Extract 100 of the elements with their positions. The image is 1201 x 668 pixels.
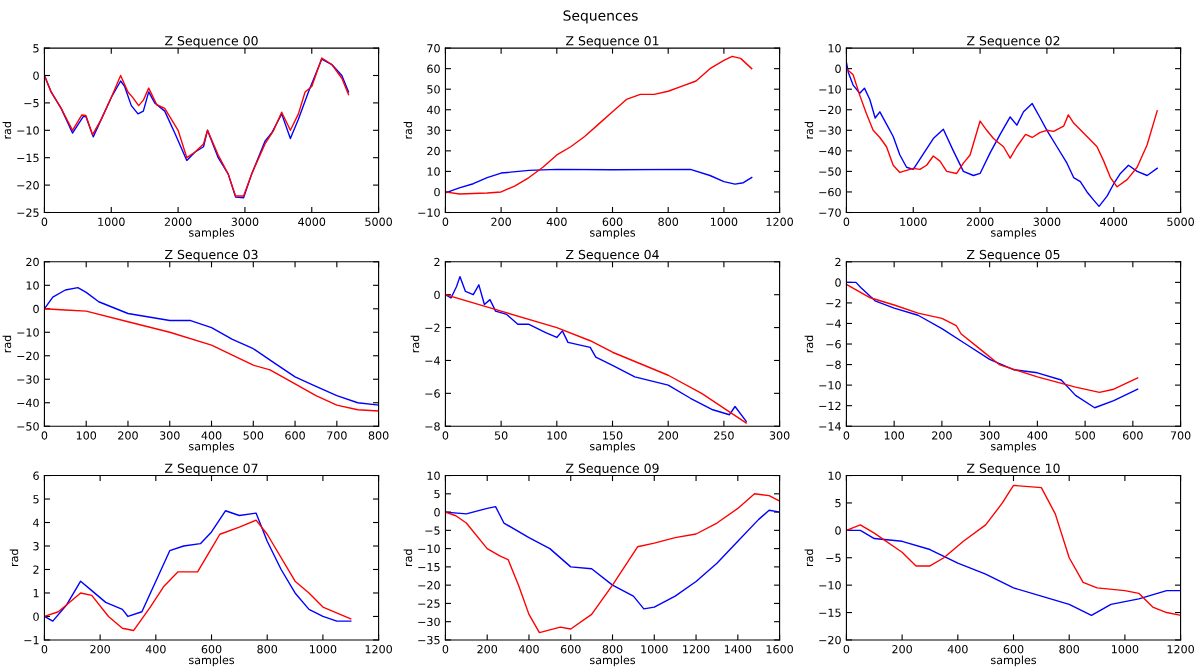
x-tick-label: 500 [243, 431, 264, 440]
y-tick-label: 70 [427, 44, 440, 53]
y-tick-label: 5 [434, 489, 440, 499]
x-tick-label: 0 [843, 645, 850, 654]
x-tick-label: 800 [257, 645, 278, 654]
y-tick-label: −4 [826, 319, 841, 328]
y-tick-label: −30 [418, 617, 440, 627]
y-tick-label: 0 [33, 304, 39, 314]
y-tick-label: 20 [26, 257, 39, 267]
x-tick-label: 5000 [1167, 217, 1194, 226]
y-tick-label: −30 [17, 375, 39, 384]
y-tick-label: 0 [434, 508, 440, 517]
x-tick-label: 0 [843, 431, 850, 440]
y-tick-label: 0 [434, 290, 440, 300]
chart-title: Z Sequence 09 [566, 463, 659, 476]
x-tick-label: 600 [285, 431, 305, 440]
y-tick-label: −5 [425, 526, 440, 535]
y-tick-label: 10 [26, 281, 39, 290]
text: Sequences [563, 10, 638, 24]
x-tick-label: 1400 [724, 645, 752, 654]
y-tick-label: 10 [427, 167, 440, 176]
y-tick-label: 4 [33, 518, 39, 527]
y-tick-label: 2 [33, 565, 39, 574]
x-axis-title: samples [189, 441, 235, 453]
y-tick-label: −8 [826, 360, 841, 369]
x-tick-label: 100 [884, 431, 905, 440]
chart-title: Z Sequence 10 [967, 463, 1060, 476]
y-tick-label: −40 [819, 146, 841, 156]
y-tick-label: −20 [819, 635, 841, 645]
y-axis-title: rad [403, 549, 413, 566]
y-tick-label: 60 [427, 64, 440, 74]
x-tick-label: 400 [546, 217, 567, 226]
line-series [445, 493, 780, 634]
x-tick-label: 400 [518, 645, 539, 654]
line-series [445, 168, 753, 194]
y-axis-title: rad [403, 122, 413, 139]
x-tick-label: 200 [491, 217, 511, 226]
x-tick-label: 400 [1027, 431, 1048, 440]
y-tick-label: −50 [17, 422, 39, 431]
line-series [846, 484, 1181, 616]
y-tick-label: 3 [33, 541, 39, 551]
x-tick-label: 1200 [365, 645, 392, 654]
y-tick-label: −6 [826, 339, 841, 349]
y-axis-title: rad [804, 122, 814, 139]
x-tick-label: 0 [41, 645, 48, 654]
y-tick-label: 0 [33, 71, 39, 80]
x-tick-label: 800 [658, 217, 679, 226]
chart-title: Z Sequence 01 [566, 36, 659, 48]
y-axis-title: rad [804, 549, 814, 566]
x-tick-label: 1000 [1111, 645, 1139, 654]
x-tick-label: 400 [201, 431, 222, 440]
chart-title: Z Sequence 05 [967, 249, 1060, 262]
y-tick-label: −10 [819, 85, 841, 94]
x-tick-label: 700 [327, 431, 347, 440]
y-tick-label: −1 [24, 636, 39, 645]
x-tick-label: 1000 [641, 645, 668, 654]
y-tick-label: −60 [819, 187, 841, 197]
x-tick-label: 0 [41, 431, 48, 440]
x-tick-label: 600 [1123, 431, 1143, 440]
y-tick-label: −30 [819, 126, 841, 135]
y-tick-label: −70 [819, 208, 841, 217]
line-series [44, 510, 352, 622]
x-tick-label: 1200 [683, 645, 710, 654]
x-tick-label: 200 [477, 645, 498, 654]
x-tick-label: 2000 [966, 217, 994, 226]
y-tick-label: −8 [425, 422, 440, 431]
y-tick-label: 0 [835, 278, 841, 287]
y-tick-label: 0 [33, 612, 39, 621]
x-tick-label: 200 [118, 431, 138, 440]
line-series [846, 529, 1181, 616]
chart-title: Z Sequence 04 [566, 249, 659, 262]
y-tick-label: −50 [819, 167, 841, 176]
x-tick-label: 1000 [98, 217, 125, 226]
x-tick-label: 0 [442, 217, 449, 226]
y-tick-label: 20 [427, 146, 440, 156]
y-tick-label: −4 [425, 356, 440, 365]
x-tick-label: 0 [843, 217, 850, 226]
y-tick-label: −15 [819, 608, 841, 617]
x-tick-label: 300 [979, 431, 1000, 440]
y-tick-label: 0 [835, 526, 841, 535]
x-tick-label: 3000 [1033, 217, 1061, 226]
y-tick-label: −10 [17, 126, 39, 135]
x-tick-label: 600 [201, 645, 222, 654]
x-tick-label: 200 [90, 645, 110, 654]
y-tick-label: −12 [819, 401, 841, 410]
x-tick-label: 600 [602, 217, 623, 226]
x-tick-label: 300 [769, 431, 790, 440]
x-tick-label: 4000 [1100, 217, 1128, 226]
x-tick-label: 50 [494, 431, 508, 440]
x-tick-label: 300 [159, 431, 180, 440]
y-tick-label: 10 [427, 471, 440, 480]
x-tick-label: 2000 [164, 217, 192, 226]
x-tick-label: 0 [41, 217, 48, 226]
x-axis-title: samples [991, 655, 1037, 667]
x-tick-label: 800 [602, 645, 623, 654]
y-tick-label: −10 [17, 328, 39, 337]
x-axis-title: samples [991, 228, 1037, 239]
x-tick-label: 150 [603, 431, 623, 440]
x-tick-label: 400 [145, 645, 166, 654]
y-tick-label: 2 [434, 257, 440, 267]
